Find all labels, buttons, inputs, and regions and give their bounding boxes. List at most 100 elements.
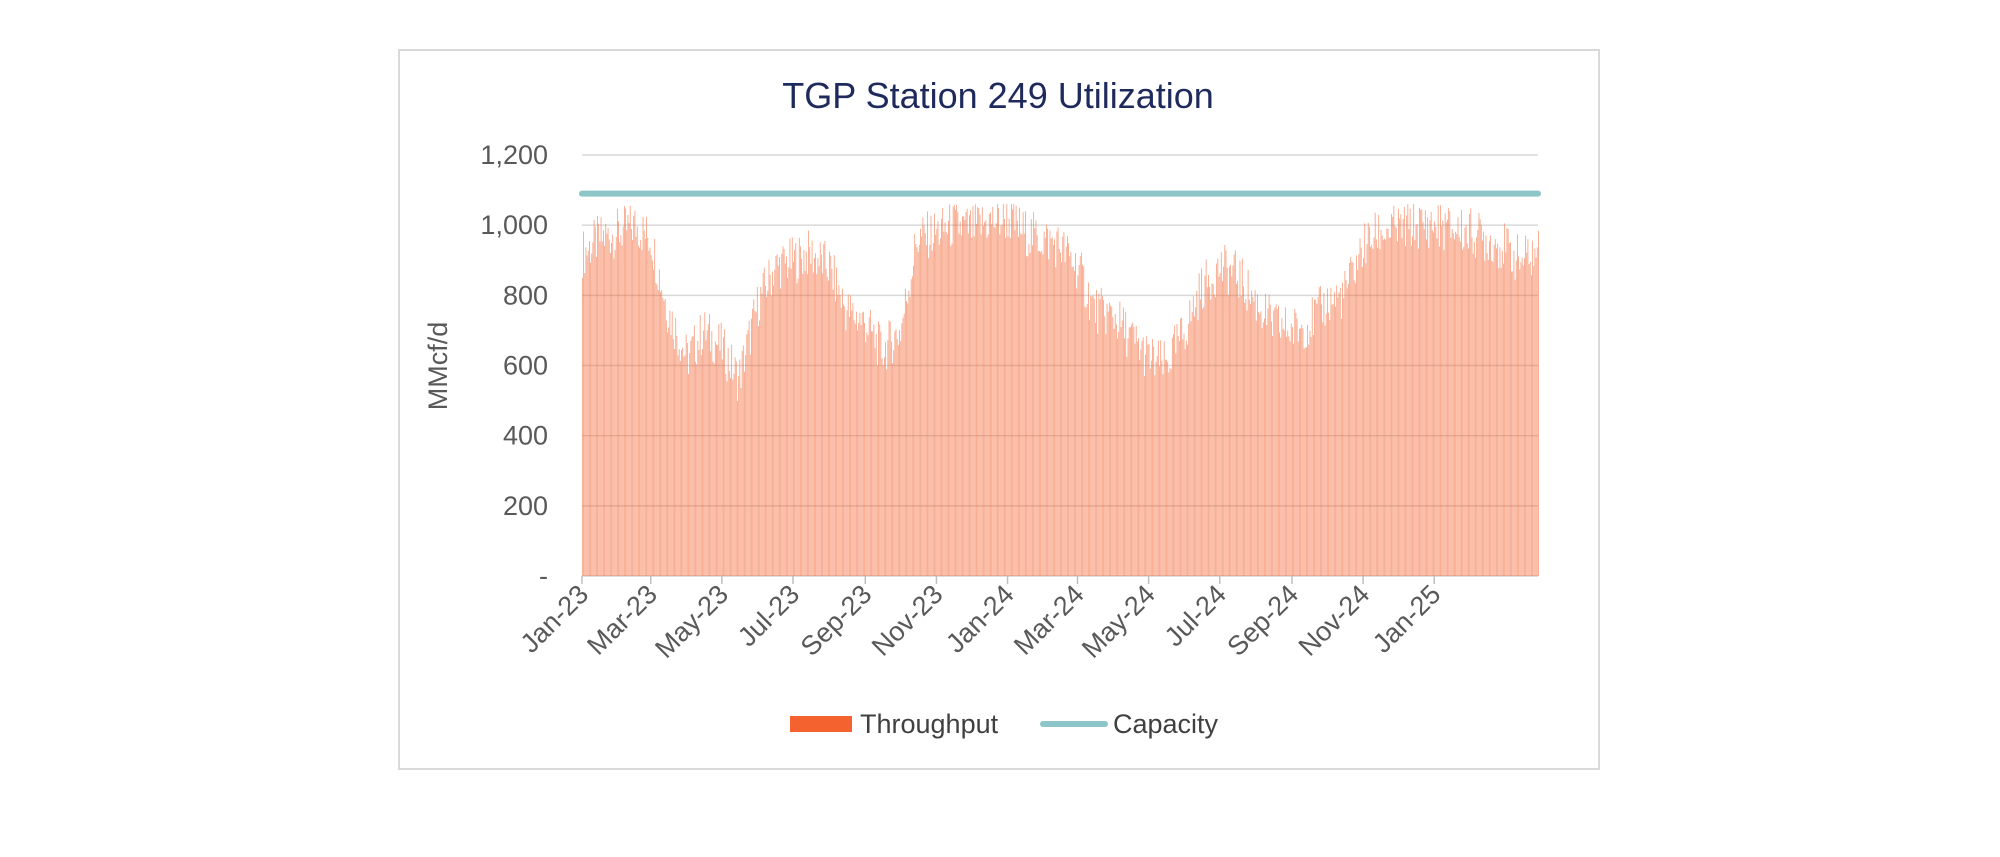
- throughput-bar: [725, 374, 727, 576]
- throughput-bar: [1001, 224, 1003, 577]
- throughput-bar: [1176, 324, 1178, 576]
- throughput-bar: [1471, 237, 1473, 576]
- throughput-bar: [1087, 282, 1089, 576]
- throughput-bar: [1288, 336, 1290, 576]
- throughput-bar: [728, 371, 730, 576]
- throughput-bar: [740, 387, 742, 576]
- throughput-bar: [998, 207, 1000, 576]
- x-tick-label: Jan-23: [515, 579, 595, 659]
- throughput-bar: [966, 208, 968, 577]
- throughput-bar: [1314, 299, 1315, 576]
- throughput-bar: [843, 304, 844, 576]
- throughput-bar: [1345, 280, 1347, 576]
- throughput-bar: [1346, 288, 1348, 576]
- throughput-bar: [971, 237, 973, 577]
- throughput-bar: [962, 216, 963, 576]
- throughput-bar: [1444, 213, 1446, 576]
- throughput-bar: [1487, 259, 1489, 576]
- throughput-bar: [903, 313, 905, 576]
- throughput-bar: [1417, 248, 1419, 576]
- throughput-bar: [871, 331, 872, 576]
- throughput-bar: [716, 344, 717, 576]
- throughput-bar: [1229, 266, 1230, 576]
- throughput-bar: [635, 236, 637, 576]
- y-tick-label: 800: [503, 280, 548, 310]
- throughput-bar: [794, 249, 796, 576]
- throughput-bar: [1510, 242, 1511, 576]
- throughput-bar: [953, 204, 955, 577]
- throughput-bar: [1433, 232, 1434, 576]
- throughput-bar: [1083, 266, 1085, 576]
- throughput-bar: [980, 234, 982, 577]
- throughput-bar: [730, 378, 731, 576]
- throughput-bar: [706, 330, 708, 576]
- throughput-bar: [984, 221, 986, 576]
- throughput-bar: [1153, 346, 1155, 576]
- throughput-bar: [640, 239, 642, 576]
- throughput-bar: [931, 250, 933, 576]
- throughput-bar: [951, 243, 953, 576]
- throughput-bar: [1185, 340, 1187, 576]
- throughput-bar: [688, 374, 689, 576]
- throughput-bar: [782, 246, 784, 577]
- throughput-bar: [669, 310, 671, 576]
- throughput-bar: [864, 323, 865, 576]
- throughput-bar: [1061, 262, 1063, 576]
- throughput-bar: [1359, 238, 1361, 576]
- throughput-bar: [881, 358, 883, 576]
- throughput-bar: [742, 345, 744, 576]
- throughput-bar: [922, 217, 924, 576]
- throughput-bar: [737, 400, 738, 576]
- throughput-bar: [637, 245, 639, 577]
- throughput-bar: [1427, 217, 1429, 576]
- throughput-bar: [1156, 356, 1158, 576]
- throughput-bar: [1486, 253, 1488, 576]
- throughput-bar: [745, 355, 747, 576]
- throughput-bar: [867, 335, 869, 576]
- throughput-bar: [1456, 233, 1458, 577]
- throughput-bar: [585, 247, 587, 576]
- throughput-bar: [1106, 303, 1108, 576]
- throughput-bar: [613, 258, 615, 576]
- throughput-bar: [1406, 215, 1408, 576]
- throughput-bar: [1034, 228, 1036, 576]
- throughput-bar: [1133, 327, 1135, 576]
- throughput-bar: [1260, 311, 1262, 576]
- throughput-bar: [642, 216, 644, 577]
- throughput-bar: [1442, 220, 1444, 577]
- throughput-bar: [1145, 354, 1146, 576]
- throughput-bar: [817, 257, 819, 576]
- throughput-bar: [1403, 206, 1405, 576]
- throughput-bar: [597, 215, 598, 576]
- throughput-bar: [1117, 338, 1118, 576]
- throughput-bar: [1222, 281, 1223, 576]
- throughput-bar: [682, 347, 684, 576]
- throughput-bar: [1170, 369, 1172, 576]
- throughput-bar: [670, 335, 672, 576]
- throughput-bar: [658, 269, 660, 576]
- throughput-bar: [1096, 289, 1097, 576]
- throughput-bar: [1004, 218, 1005, 576]
- throughput-bar: [1463, 246, 1465, 576]
- throughput-bar: [988, 213, 990, 576]
- throughput-bar: [713, 363, 715, 576]
- throughput-bar: [1457, 217, 1459, 576]
- throughput-bar: [589, 241, 590, 576]
- y-tick-label: 1,200: [480, 140, 548, 170]
- throughput-bar: [1196, 290, 1198, 576]
- throughput-bar: [660, 291, 661, 576]
- throughput-bar: [1483, 231, 1485, 577]
- throughput-bar: [1211, 283, 1213, 576]
- throughput-bar: [811, 240, 813, 577]
- throughput-bar: [1450, 237, 1452, 576]
- throughput-bar: [756, 286, 758, 576]
- throughput-bar: [1219, 273, 1221, 576]
- throughput-bar: [1215, 297, 1216, 576]
- throughput-bar: [1073, 271, 1075, 576]
- throughput-bar: [1517, 234, 1518, 576]
- throughput-bar: [814, 258, 815, 576]
- throughput-bar: [1098, 293, 1100, 576]
- throughput-bar: [963, 216, 965, 577]
- throughput-bar: [1134, 343, 1136, 576]
- throughput-bar: [767, 290, 769, 576]
